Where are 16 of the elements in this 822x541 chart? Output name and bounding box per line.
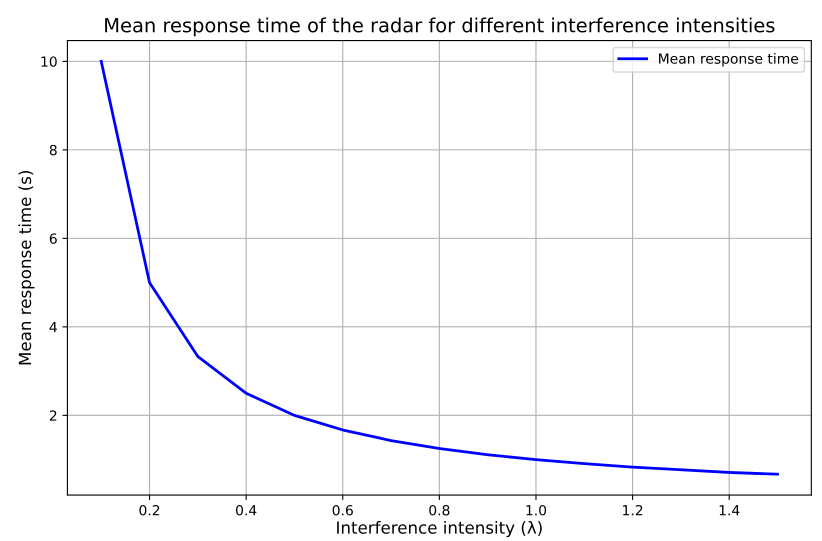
chart-title: Mean response time of the radar for different interference intensities (105, 17, 774, 36)
y-tick-label: 2 (50, 410, 56, 421)
x-tick-label: 0.8 (429, 504, 450, 516)
x-tick-label: 0.2 (139, 504, 160, 516)
x-tick-label: 1.2 (623, 504, 642, 516)
x-tick-label: 0.6 (332, 504, 353, 516)
y-tick-label: 6 (50, 233, 57, 244)
y-tick-label: 10 (42, 56, 57, 67)
x-axis-title: Interference intensity (λ) (337, 520, 542, 538)
y-axis-title: Mean response time (s) (18, 171, 34, 364)
x-tick-label: 1.4 (720, 505, 740, 516)
legend-label: Mean response time (659, 53, 798, 67)
y-tick-label: 8 (50, 144, 57, 156)
x-tick-label: 0.4 (236, 504, 256, 516)
y-tick-label: 4 (50, 322, 57, 332)
x-tick-label: 1.0 (526, 504, 546, 516)
